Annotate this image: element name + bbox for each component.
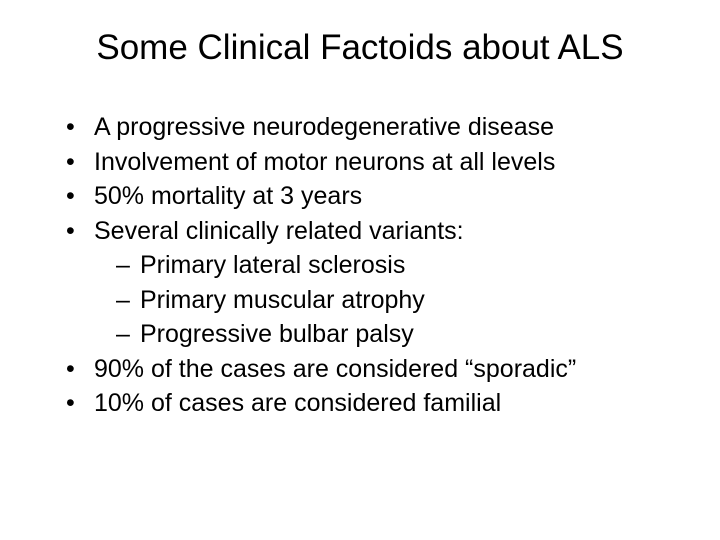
- bullet-text: 50% mortality at 3 years: [94, 182, 362, 210]
- bullet-text: Primary muscular atrophy: [140, 286, 425, 314]
- list-item: 90% of the cases are considered “sporadi…: [66, 352, 680, 387]
- list-item: 50% mortality at 3 years: [66, 179, 680, 214]
- bullet-text: 10% of cases are considered familial: [94, 389, 501, 417]
- list-item: 10% of cases are considered familial: [66, 386, 680, 421]
- bullet-text: A progressive neurodegenerative disease: [94, 113, 554, 141]
- list-item: Involvement of motor neurons at all leve…: [66, 145, 680, 180]
- list-item: A progressive neurodegenerative disease: [66, 110, 680, 145]
- bullet-list: A progressive neurodegenerative disease …: [40, 110, 680, 421]
- list-item: Primary muscular atrophy: [116, 283, 680, 318]
- sub-bullet-list: Primary lateral sclerosis Primary muscul…: [94, 248, 680, 352]
- list-item: Progressive bulbar palsy: [116, 317, 680, 352]
- bullet-text: Primary lateral sclerosis: [140, 251, 405, 279]
- slide: Some Clinical Factoids about ALS A progr…: [0, 0, 720, 540]
- bullet-text: Several clinically related variants:: [94, 217, 464, 245]
- list-item: Primary lateral sclerosis: [116, 248, 680, 283]
- bullet-text: Progressive bulbar palsy: [140, 320, 414, 348]
- list-item: Several clinically related variants: Pri…: [66, 214, 680, 352]
- bullet-text: Involvement of motor neurons at all leve…: [94, 148, 555, 176]
- slide-title: Some Clinical Factoids about ALS: [40, 28, 680, 68]
- bullet-text: 90% of the cases are considered “sporadi…: [94, 355, 576, 383]
